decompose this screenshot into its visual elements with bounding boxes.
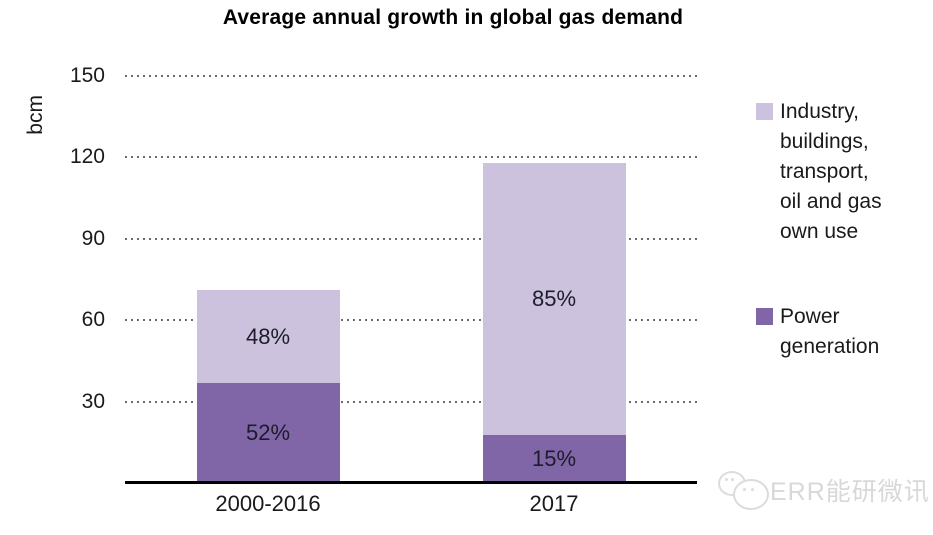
gridline-90: [125, 237, 697, 240]
gridline-60: [125, 319, 697, 322]
legend-swatch: [756, 103, 773, 120]
chart-title: Average annual growth in global gas dema…: [222, 6, 684, 29]
y-axis-label: bcm: [24, 95, 47, 135]
y-tick-label: 60: [81, 308, 105, 332]
gridline-120: [125, 156, 697, 159]
bar-segment: 48%: [196, 290, 340, 383]
y-tick-label: 30: [81, 389, 105, 413]
y-tick-label: 90: [81, 226, 105, 250]
legend-label: Industry, buildings, transport, oil and …: [780, 100, 882, 243]
x-axis-line: [125, 481, 697, 484]
y-tick-label: 150: [69, 64, 105, 87]
legend-label: Power generation: [780, 305, 880, 358]
watermark: ERR能研微讯: [716, 467, 930, 513]
segment-percent-label: 85%: [531, 285, 577, 311]
gridline-150: [125, 75, 697, 77]
bar-segment: 15%: [482, 434, 626, 483]
x-tick-label: 2000-2016: [215, 491, 321, 516]
y-tick-label: 120: [69, 145, 105, 169]
watermark-text: ERR能研微讯: [770, 478, 930, 506]
gridline-30: [125, 400, 697, 403]
segment-percent-label: 48%: [245, 323, 291, 349]
bar-segment: 52%: [196, 382, 340, 483]
bar-segment: 85%: [482, 162, 626, 435]
legend-item: Industry, buildings, transport, oil and …: [756, 97, 882, 247]
segment-percent-label: 52%: [245, 419, 291, 445]
x-tick-label: 2017: [529, 491, 579, 516]
legend-swatch: [756, 308, 773, 325]
legend-item: Power generation: [756, 302, 879, 362]
plot-area: 52% 48% 15% 85%: [125, 75, 697, 483]
segment-percent-label: 15%: [531, 445, 577, 471]
wechat-icon: [716, 467, 770, 513]
